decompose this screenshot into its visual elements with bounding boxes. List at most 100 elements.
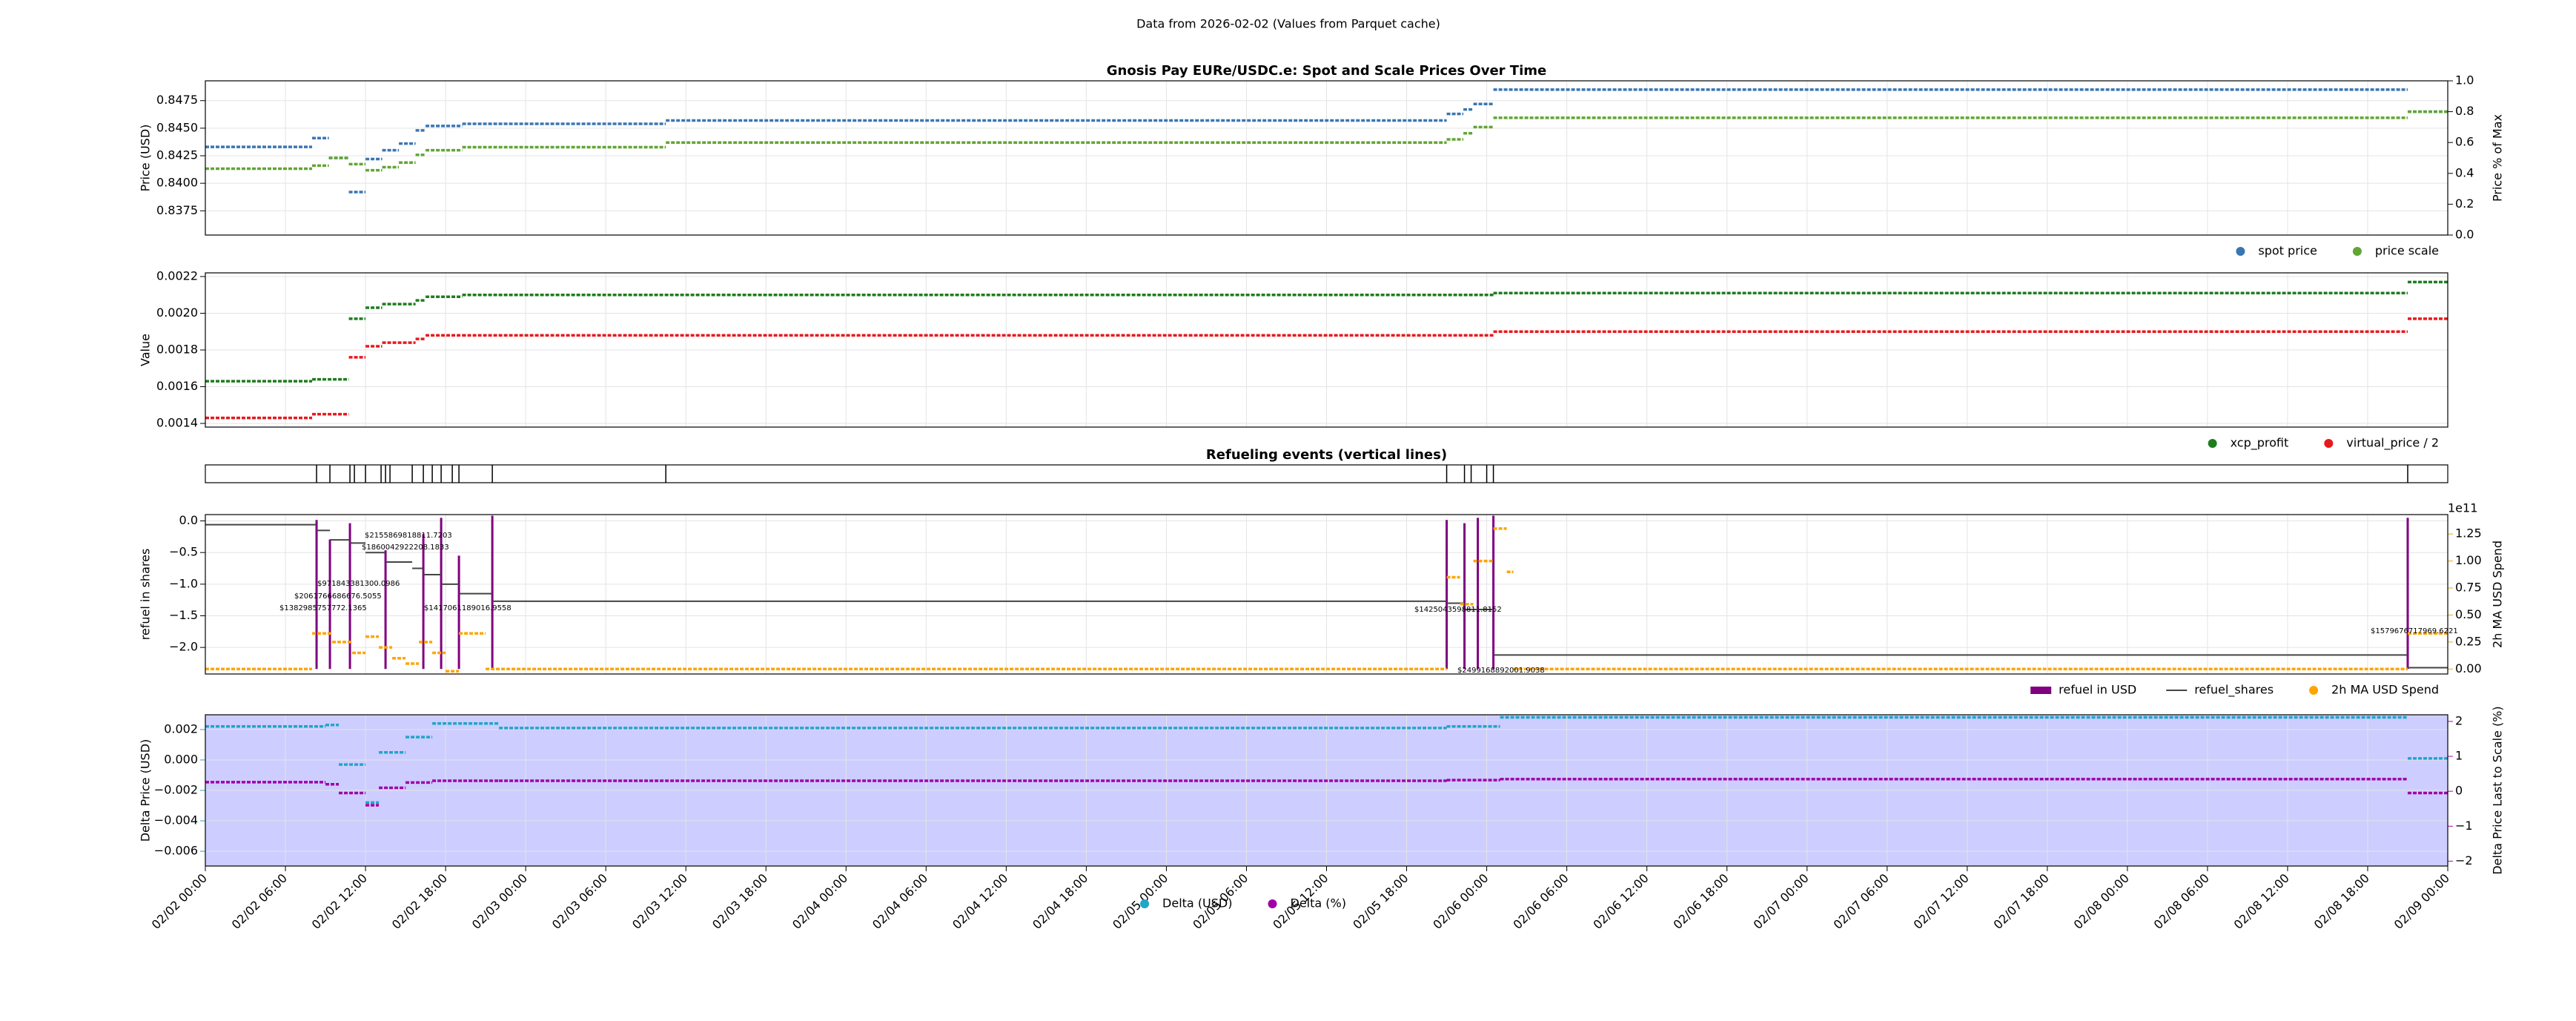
y-tick-label: 0.0016	[156, 379, 198, 393]
legend-label: xcp_profit	[2231, 436, 2289, 451]
legend: xcp_profit virtual_price / 2	[2208, 436, 2439, 451]
y2-axis-label: Delta Price Last to Scale (%)	[2491, 706, 2505, 874]
x-tick-label: 02/05 18:00	[1350, 871, 1411, 932]
x-tick-label: 02/06 00:00	[1430, 871, 1491, 932]
y2-offset-label: 1e11	[2448, 501, 2477, 515]
x-tick-label: 02/08 18:00	[2311, 871, 2372, 932]
y-axis-label: Delta Price (USD)	[139, 739, 153, 842]
y2-tick-label: −2	[2455, 853, 2473, 868]
x-tick-label: 02/07 12:00	[1911, 871, 1972, 932]
x-tick-label: 02/09 00:00	[2391, 871, 2452, 932]
y2-tick-label: 1.00	[2455, 553, 2482, 567]
annotation: $971843381300.0986	[317, 580, 400, 588]
y-tick-label: 0.000	[164, 752, 198, 766]
legend-label: virtual_price / 2	[2346, 436, 2439, 451]
y-axis-label: Price (USD)	[139, 125, 153, 192]
x-tick-label: 02/08 12:00	[2231, 871, 2292, 932]
legend-swatch	[1140, 899, 1150, 908]
x-tick-label: 02/04 12:00	[950, 871, 1010, 932]
y-tick-label: −0.5	[169, 545, 198, 559]
legend-swatch	[2236, 247, 2245, 256]
y-tick-label: −2.0	[169, 640, 198, 654]
panel-title: Gnosis Pay EURe/USDC.e: Spot and Scale P…	[1107, 63, 1546, 79]
x-tick-label: 02/03 18:00	[709, 871, 770, 932]
y2-tick-label: 0.75	[2455, 581, 2482, 595]
y2-tick-label: 1	[2455, 749, 2463, 763]
annotation: $1579676717969.6221	[2371, 627, 2458, 635]
annotation: $1382985757772.1365	[279, 604, 367, 612]
plot-frame	[205, 714, 2448, 867]
y-tick-label: −0.004	[154, 813, 198, 827]
y2-tick-label: −1	[2455, 819, 2473, 833]
y2-tick-label: 0.50	[2455, 607, 2482, 621]
y2-tick-label: 0.2	[2455, 196, 2474, 211]
y-tick-label: 0.0020	[156, 305, 198, 320]
x-tick-label: 02/04 06:00	[870, 871, 930, 932]
x-tick-label: 02/02 18:00	[389, 871, 450, 932]
annotation: $1425043598811.8152	[1414, 606, 1502, 614]
x-tick-label: 02/07 00:00	[1750, 871, 1811, 932]
y2-tick-label: 0.0	[2455, 228, 2474, 242]
legend-label: 2h MA USD Spend	[2331, 683, 2439, 697]
y-axis-label: refuel in shares	[139, 549, 153, 641]
legend-swatch	[2309, 686, 2319, 695]
y2-tick-label: 0	[2455, 784, 2463, 798]
plot-frame	[205, 80, 2448, 236]
y-tick-label: 0.0018	[156, 343, 198, 357]
y-tick-label: 0.0022	[156, 268, 198, 282]
y-tick-label: 0.8375	[156, 203, 198, 217]
legend-swatch	[1268, 899, 1277, 908]
y2-tick-label: 0.6	[2455, 135, 2474, 149]
legend-swatch	[2208, 439, 2217, 448]
y2-tick-label: 0.25	[2455, 634, 2482, 648]
plot-frame	[205, 514, 2448, 675]
legend: refuel in USD refuel_shares 2h MA USD Spen…	[2030, 683, 2439, 698]
y2-tick-label: 0.4	[2455, 165, 2474, 179]
x-tick-label: 02/02 12:00	[309, 871, 370, 932]
annotation: $2061766686676.5055	[294, 592, 382, 601]
x-tick-label: 02/07 18:00	[1991, 871, 2052, 932]
y2-tick-label: 0.00	[2455, 661, 2482, 675]
legend: spot price price scale	[2236, 244, 2439, 258]
y-tick-label: −0.002	[154, 783, 198, 797]
legend-swatch	[2324, 439, 2334, 448]
x-tick-label: 02/03 00:00	[469, 871, 530, 932]
y2-tick-label: 0.8	[2455, 104, 2474, 118]
x-tick-label: 02/06 18:00	[1670, 871, 1731, 932]
y-tick-label: 0.8450	[156, 120, 198, 134]
legend-swatch	[2352, 247, 2362, 256]
panel-title: Refueling events (vertical lines)	[1206, 447, 1447, 463]
y-tick-label: 0.8400	[156, 176, 198, 190]
legend-label: Delta (%)	[1290, 896, 1345, 911]
y2-tick-label: 2	[2455, 713, 2463, 727]
x-tick-label: 02/04 00:00	[789, 871, 850, 932]
y-tick-label: 0.002	[164, 721, 198, 736]
page-title: Data from 2026-02-02 (Values from Parque…	[1136, 17, 1440, 31]
y-tick-label: 0.8425	[156, 148, 198, 162]
y-tick-label: −0.006	[154, 844, 198, 858]
legend-swatch	[2030, 687, 2052, 694]
y-tick-label: −1.5	[169, 608, 198, 622]
annotation: $1860042922208.1833	[362, 543, 449, 552]
legend: Delta (USD) Delta (%)	[1140, 896, 1346, 911]
legend-label: price scale	[2375, 244, 2439, 258]
legend-label: Delta (USD)	[1162, 896, 1232, 911]
plot-frame	[205, 464, 2448, 483]
plot-frame	[205, 272, 2448, 428]
y-tick-label: −1.0	[169, 576, 198, 590]
x-tick-label: 02/02 06:00	[229, 871, 290, 932]
y2-tick-label: 1.0	[2455, 73, 2474, 87]
x-tick-label: 02/02 00:00	[149, 871, 210, 932]
annotation: $2155869818811.7203	[365, 532, 452, 540]
x-tick-label: 02/04 18:00	[1030, 871, 1090, 932]
legend-label: spot price	[2258, 244, 2317, 258]
y2-tick-label: 1.25	[2455, 526, 2482, 541]
x-tick-label: 02/06 12:00	[1590, 871, 1651, 932]
x-tick-label: 02/07 06:00	[1831, 871, 1892, 932]
x-tick-label: 02/08 00:00	[2071, 871, 2132, 932]
legend-label: refuel_shares	[2194, 683, 2274, 698]
y-tick-label: 0.8475	[156, 93, 198, 107]
x-tick-label: 02/06 06:00	[1510, 871, 1571, 932]
x-tick-label: 02/08 06:00	[2151, 871, 2212, 932]
